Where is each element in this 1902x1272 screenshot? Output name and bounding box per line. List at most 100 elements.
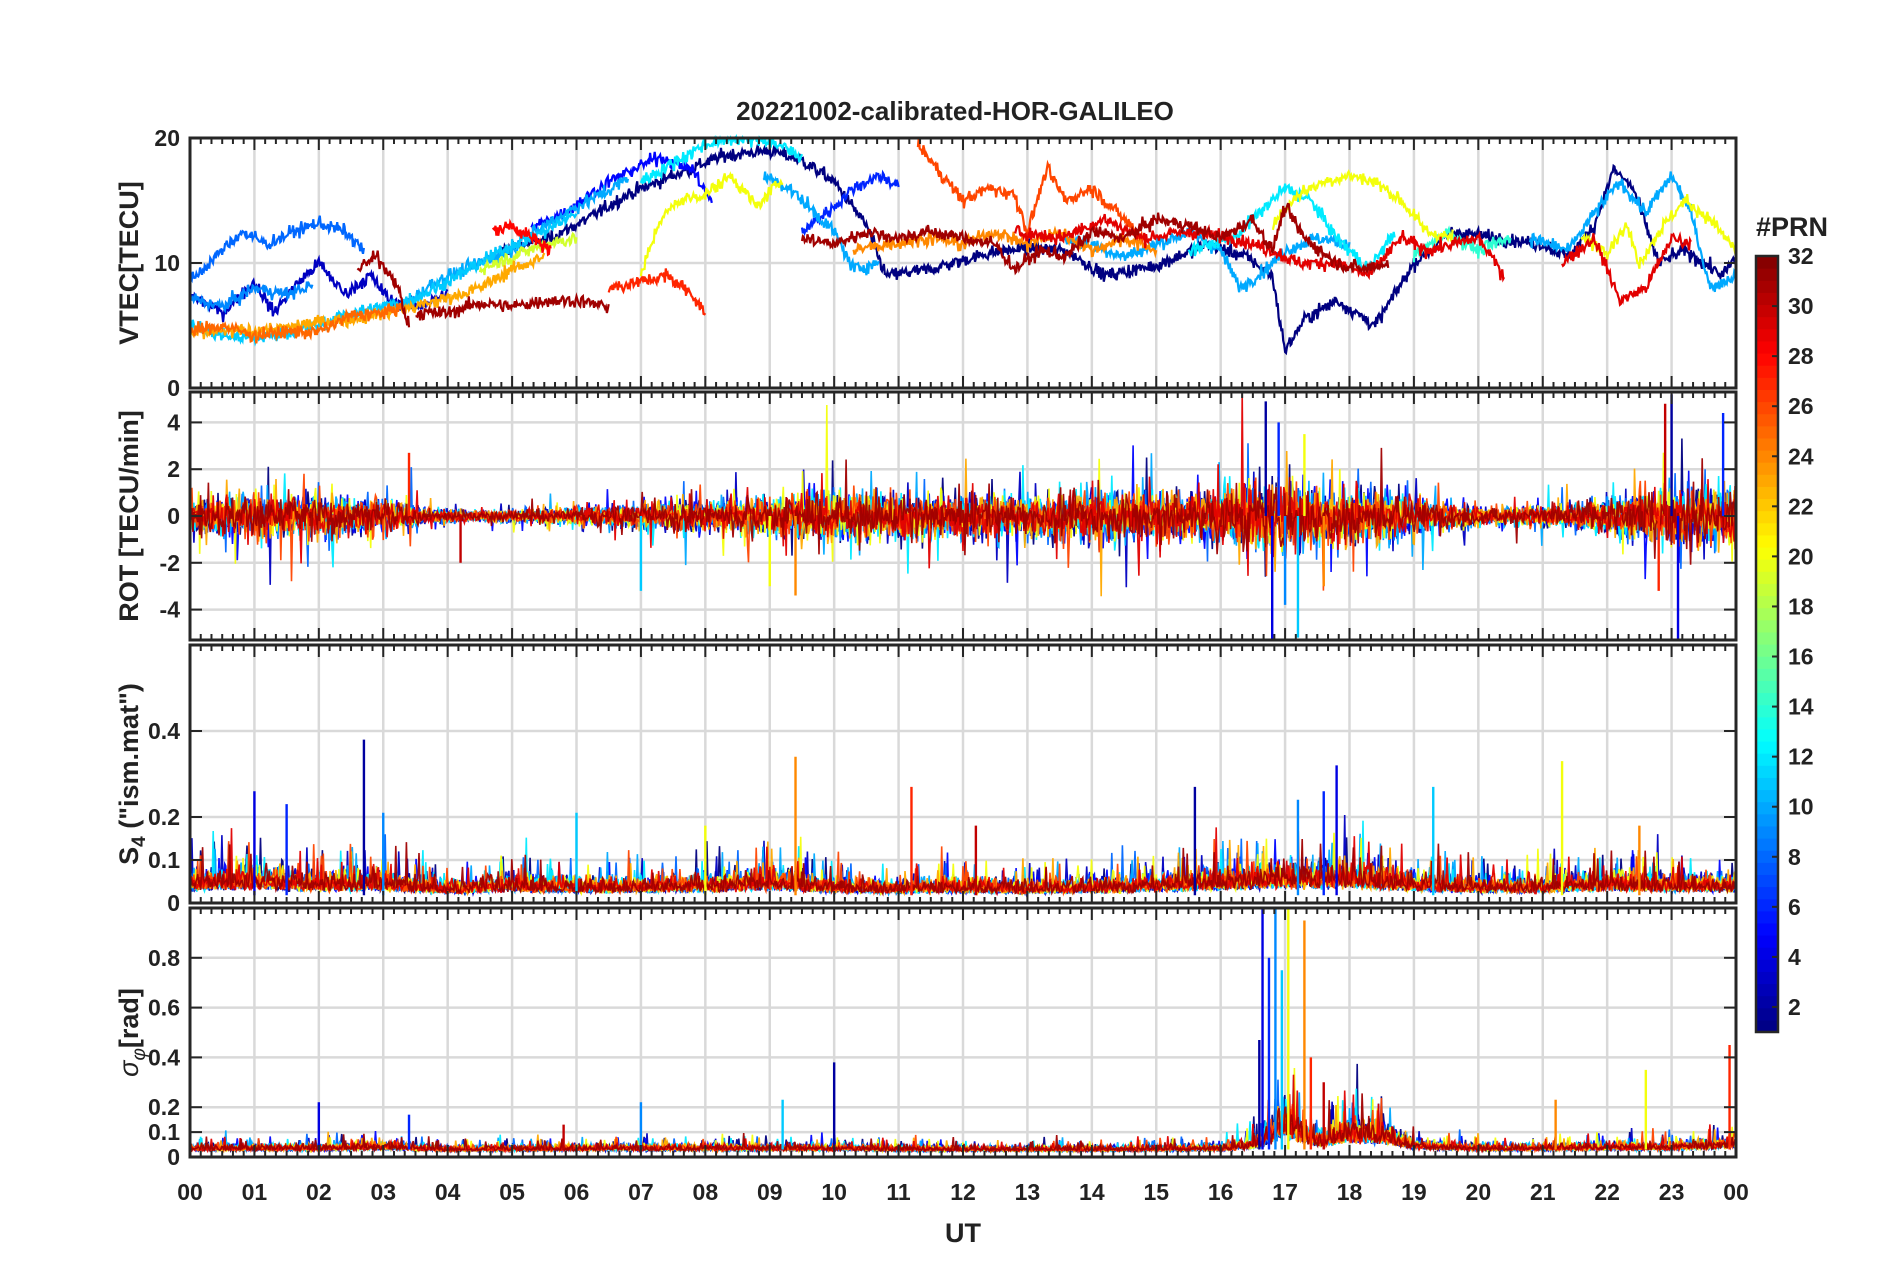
x-tick-label: 02 xyxy=(306,1179,332,1205)
colorbar-segment xyxy=(1756,377,1778,390)
colorbar-segment xyxy=(1756,656,1778,669)
vtec-series-prn-31 xyxy=(415,292,610,321)
x-tick-label: 14 xyxy=(1079,1179,1105,1205)
panel-sigma_phi-ytick-label: 0 xyxy=(167,1144,180,1170)
colorbar-segment xyxy=(1756,631,1778,645)
panel-rot-ytick-label: 2 xyxy=(167,456,180,482)
panel-rot: ROT [TECU/min] -4 -2 0 2 4 xyxy=(114,390,1738,642)
colorbar-tick-label: 28 xyxy=(1788,343,1814,369)
colorbar-segment xyxy=(1756,401,1778,415)
x-tick-label: 19 xyxy=(1401,1179,1427,1205)
panel-vtec-ytick-label: 0 xyxy=(167,375,180,401)
x-tick-label: 17 xyxy=(1272,1179,1298,1205)
x-tick-label: 00 xyxy=(1723,1179,1749,1205)
vtec-series-prn-27 xyxy=(607,268,707,316)
x-tick-label: 00 xyxy=(177,1179,203,1205)
colorbar-segment xyxy=(1756,971,1778,985)
x-axis-ticklabels: 00 01 02 03 04 05 06 07 08 09 10 11 12 13 14 15 16 17 18 19… xyxy=(177,1179,1749,1205)
colorbar-segment xyxy=(1756,547,1778,560)
colorbar-segment xyxy=(1756,765,1778,778)
panel-sigma-phi: σφ[rad] 00.10.2 0.4 0.6 0.8 xyxy=(114,906,1738,1170)
colorbar-segment xyxy=(1756,619,1778,633)
colorbar-segment xyxy=(1756,838,1778,851)
vtec-series-prn-14 xyxy=(1412,225,1512,263)
x-tick-label: 10 xyxy=(821,1179,847,1205)
colorbar-segment xyxy=(1756,935,1778,948)
panel-sigma_phi-ytick-label: 0.8 xyxy=(148,945,180,971)
panel-rot-ytick-label: -4 xyxy=(160,597,181,623)
colorbar-segment xyxy=(1756,280,1778,293)
x-tick-label: 13 xyxy=(1015,1179,1041,1205)
vtec-series-prn-9 xyxy=(188,280,314,314)
x-tick-label: 05 xyxy=(499,1179,525,1205)
panel-sigma-phi-ylabel-sub: φ xyxy=(129,1048,150,1060)
colorbar-segment xyxy=(1756,644,1778,657)
x-tick-label: 22 xyxy=(1594,1179,1620,1205)
chart-title: 20221002-calibrated-HOR-GALILEO xyxy=(736,96,1174,126)
colorbar-segment xyxy=(1756,910,1778,924)
panel-s4-frame xyxy=(188,643,1738,905)
colorbar-segment xyxy=(1756,559,1778,572)
vtec-series-prn-26 xyxy=(916,137,1145,244)
colorbar-segment xyxy=(1756,304,1778,318)
colorbar-segment xyxy=(1756,1007,1778,1021)
x-tick-label: 07 xyxy=(628,1179,654,1205)
colorbar-segment xyxy=(1756,704,1778,718)
x-tick-label: 20 xyxy=(1466,1179,1492,1205)
colorbar-tick-label: 10 xyxy=(1788,794,1814,820)
colorbar-segment xyxy=(1756,850,1778,863)
colorbar-tick-label: 8 xyxy=(1788,844,1801,870)
panel-vtec-data xyxy=(188,133,1738,356)
x-tick-label: 16 xyxy=(1208,1179,1234,1205)
colorbar-segment xyxy=(1756,462,1778,475)
panel-sigma_phi-ytick-label: 0.1 xyxy=(148,1119,180,1145)
colorbar-segment xyxy=(1756,983,1778,997)
colorbar-segment xyxy=(1756,292,1778,306)
vtec-series-prn-10 xyxy=(762,171,880,276)
x-tick-label: 21 xyxy=(1530,1179,1556,1205)
colorbar-tick-label: 16 xyxy=(1788,644,1814,670)
vtec-series-prn-1 xyxy=(498,144,1738,356)
panel-s4-ytick-label: 0.2 xyxy=(148,804,180,830)
colorbar-segment xyxy=(1756,668,1778,681)
colorbar-tick-label: 4 xyxy=(1788,944,1801,970)
rot-series-prn-29 xyxy=(189,391,1737,576)
vtec-series-prn-10 xyxy=(1528,171,1738,293)
colorbar-segment xyxy=(1756,607,1778,621)
colorbar-segment xyxy=(1756,1019,1778,1033)
colorbar-segment xyxy=(1756,777,1778,791)
x-tick-label: 08 xyxy=(693,1179,719,1205)
colorbar-segment xyxy=(1756,680,1778,694)
x-axis-label: UT xyxy=(945,1218,981,1248)
vtec-series-prn-20 xyxy=(1271,169,1454,245)
colorbar-segment xyxy=(1756,256,1778,269)
colorbar-segment xyxy=(1756,268,1778,281)
colorbar-segment xyxy=(1756,450,1778,463)
colorbar-segment xyxy=(1756,437,1778,451)
panel-sigma-phi-ylabel-rest: [rad] xyxy=(114,988,144,1048)
colorbar-tick-label: 30 xyxy=(1788,293,1814,319)
colorbar-segment xyxy=(1756,813,1778,827)
colorbar-segment xyxy=(1756,328,1778,342)
vtec-series-prn-31 xyxy=(356,250,411,328)
x-tick-label: 01 xyxy=(242,1179,268,1205)
colorbar-segment xyxy=(1756,825,1778,839)
colorbar-tick-label: 22 xyxy=(1788,493,1814,519)
colorbar-segment xyxy=(1756,522,1778,536)
panel-s4-ylabel-rest: ("ism.mat") xyxy=(114,683,144,836)
vtec-series-prn-29 xyxy=(1561,231,1692,307)
panel-sigma_phi-ytick-label: 0.4 xyxy=(148,1044,180,1070)
colorbar-segment xyxy=(1756,534,1778,548)
colorbar-segment xyxy=(1756,365,1778,378)
colorbar-segment xyxy=(1756,316,1778,330)
panel-s4: S4 ("ism.mat") 0 0.1 0.2 0.4 xyxy=(114,643,1738,916)
s4-series-prn-31 xyxy=(189,838,1737,897)
panel-s4-ylabel: S4 ("ism.mat") xyxy=(114,683,150,865)
colorbar-segment xyxy=(1756,353,1778,366)
colorbar-segment xyxy=(1756,425,1778,439)
panel-rot-ytick-label: 4 xyxy=(167,409,180,435)
colorbar-tick-label: 12 xyxy=(1788,744,1814,770)
colorbar-border xyxy=(1754,254,1780,1034)
panel-sigma-phi-ylabel-main: σ xyxy=(114,1059,144,1077)
